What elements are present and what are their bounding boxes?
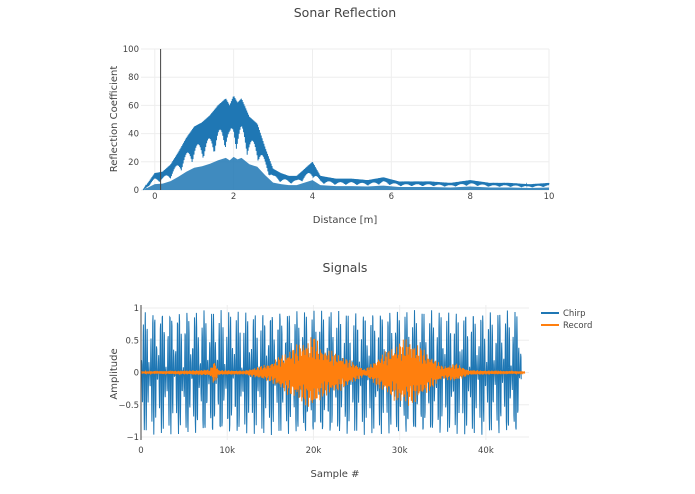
chart1-y-tick-label: 100 [123,45,139,55]
chart1-y-axis-label: Reflection Coefficient [109,66,120,173]
chart1-y-tick-label: 40 [128,130,139,140]
chart2-y-tick-label: 0 [134,369,139,379]
chart1-plot-area [142,96,550,191]
chart1-y-ticks: 0 20 40 60 80 100 [123,45,139,196]
chart2-x-tick-label: 10k [219,446,235,456]
chart1-x-tick-label: 10 [544,192,555,202]
chart1-x-tick-label: 2 [231,192,236,202]
chart2-x-tick-label: 30k [392,446,408,456]
chart1-y-tick-label: 20 [128,158,139,168]
chart2-legend[interactable]: Chirp Record [541,309,592,331]
chart2-y-tick-label: −1 [126,433,139,443]
legend-item-record[interactable]: Record [541,321,592,331]
chart2-x-tick-label: 40k [478,446,494,456]
chart1-x-ticks: 0 2 4 6 8 10 [152,192,554,202]
chart2-y-tick-label: 1 [134,304,139,314]
chart2-y-axis-label: Amplitude [109,348,120,399]
chart1-x-tick-label: 0 [152,192,157,202]
legend-label-chirp: Chirp [563,309,586,319]
chart2-y-tick-label: −0.5 [118,401,139,411]
chart1-y-tick-label: 0 [134,186,139,196]
chart1-x-tick-label: 8 [467,192,472,202]
chart1-x-axis-label: Distance [m] [313,215,378,226]
chart1-y-tick-label: 60 [128,101,139,111]
chart1-x-tick-label: 6 [389,192,394,202]
chart2-x-tick-label: 20k [306,446,322,456]
chart1-title: Sonar Reflection [294,5,396,20]
chart1-x-tick-label: 4 [310,192,315,202]
chart2-x-ticks: 0 10k 20k 30k 40k [138,446,494,456]
chart2-series-record [140,337,526,407]
chart2-x-axis-label: Sample # [310,469,359,480]
chart1-y-tick-label: 80 [128,73,139,83]
chart2-series-chirp [140,310,522,436]
chart1-series-line [142,96,550,191]
chart2-y-tick-label: 0.5 [125,336,139,346]
legend-label-record: Record [563,321,592,331]
chart2-x-tick-label: 0 [138,446,143,456]
legend-item-chirp[interactable]: Chirp [541,309,586,319]
chart2-y-ticks: −1 −0.5 0 0.5 1 [118,304,139,443]
chart2-plot-area [140,310,526,436]
chart2-title: Signals [323,260,368,275]
chart1-series-area [142,156,549,190]
